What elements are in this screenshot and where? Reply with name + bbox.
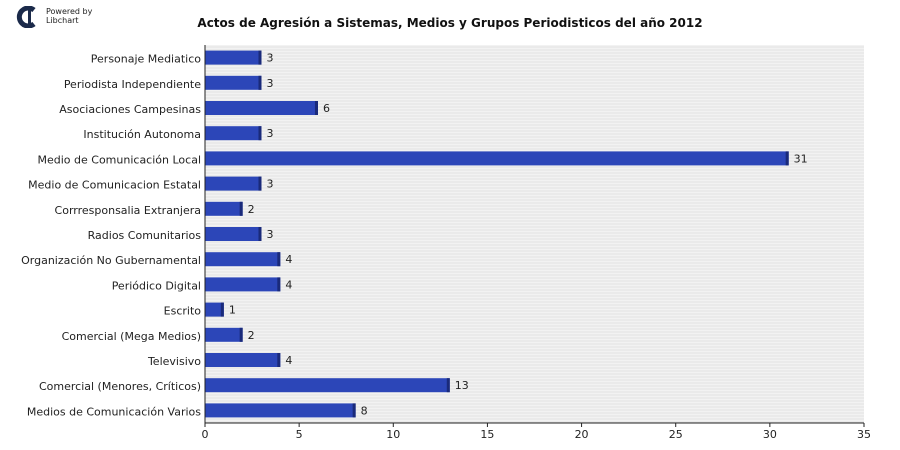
bar — [205, 75, 262, 90]
logo-libchart: Libchart — [46, 16, 79, 25]
bar — [205, 101, 318, 115]
category-label: Televisivo — [147, 355, 201, 368]
bar-value-label: 4 — [285, 253, 292, 266]
bar — [205, 378, 450, 393]
bar-value-label: 3 — [266, 127, 273, 140]
bar-value-label: 31 — [794, 152, 808, 165]
category-label: Corrresponsalia Extranjera — [55, 204, 201, 217]
category-label: Medio de Comunicacion Estatal — [28, 179, 201, 192]
bar-edge — [258, 75, 262, 90]
bar-value-label: 3 — [266, 77, 273, 90]
bar-edge — [277, 252, 281, 267]
category-label: Personaje Mediatico — [91, 53, 201, 66]
x-tick-label: 10 — [386, 428, 400, 441]
logo-powered-by: Powered by — [46, 7, 93, 16]
bar-edge — [314, 101, 318, 115]
category-label: Periodista Independiente — [64, 78, 201, 91]
x-tick-label: 25 — [669, 428, 683, 441]
bar — [205, 277, 281, 292]
bar-value-label: 2 — [248, 329, 255, 342]
bar-edge — [258, 227, 262, 241]
bar-value-label: 3 — [266, 228, 273, 241]
category-label: Asociaciones Campesinas — [59, 103, 201, 116]
bar-edge — [277, 353, 281, 367]
bar — [205, 327, 243, 342]
x-tick-label: 20 — [575, 428, 589, 441]
bar-edge — [258, 126, 262, 141]
bar — [205, 176, 262, 191]
category-label: Organización No Gubernamental — [21, 254, 201, 267]
bar — [205, 252, 281, 267]
bar-edge — [352, 403, 356, 418]
x-tick-label: 5 — [296, 428, 303, 441]
bar-edge — [258, 176, 262, 191]
category-label: Comercial (Menores, Críticos) — [39, 380, 201, 393]
category-label: Comercial (Mega Medios) — [62, 330, 201, 343]
bar-edge — [239, 201, 243, 216]
bar-edge — [785, 151, 789, 166]
bar-value-label: 13 — [455, 379, 469, 392]
bar-value-label: 2 — [248, 203, 255, 216]
bar-value-label: 3 — [266, 52, 273, 65]
bar-value-label: 3 — [266, 178, 273, 191]
bar-edge — [220, 302, 224, 317]
category-label: Medios de Comunicación Varios — [27, 405, 201, 418]
x-tick-label: 15 — [480, 428, 494, 441]
bar — [205, 227, 262, 241]
bar — [205, 50, 262, 65]
bar-edge — [239, 327, 243, 342]
bar — [205, 151, 789, 166]
bar-value-label: 1 — [229, 304, 236, 317]
x-tick-label: 30 — [763, 428, 777, 441]
bar — [205, 201, 243, 216]
category-label: Periódico Digital — [112, 279, 201, 292]
libchart-logo: Powered by Libchart — [16, 6, 96, 28]
bar-value-label: 4 — [285, 278, 292, 291]
bar-value-label: 8 — [361, 404, 368, 417]
category-label: Radios Comunitarios — [88, 229, 202, 242]
bar-edge — [277, 277, 281, 292]
logo-text: Powered by Libchart — [46, 7, 92, 25]
bar-value-label: 6 — [323, 102, 330, 115]
bar — [205, 403, 356, 418]
x-tick-label: 35 — [857, 428, 871, 441]
bar — [205, 126, 262, 141]
bar-edge — [258, 50, 262, 65]
bar-edge — [446, 378, 450, 393]
x-tick-label: 0 — [202, 428, 209, 441]
chart-title: Actos de Agresión a Sistemas, Medios y G… — [197, 16, 703, 30]
bar — [205, 353, 281, 367]
libchart-logo-icon — [16, 6, 36, 28]
bar — [205, 302, 224, 317]
category-label: Medio de Comunicación Local — [38, 153, 202, 166]
bar-value-label: 4 — [285, 354, 292, 367]
category-label: Institución Autonoma — [83, 128, 201, 141]
category-label: Escrito — [164, 305, 202, 318]
